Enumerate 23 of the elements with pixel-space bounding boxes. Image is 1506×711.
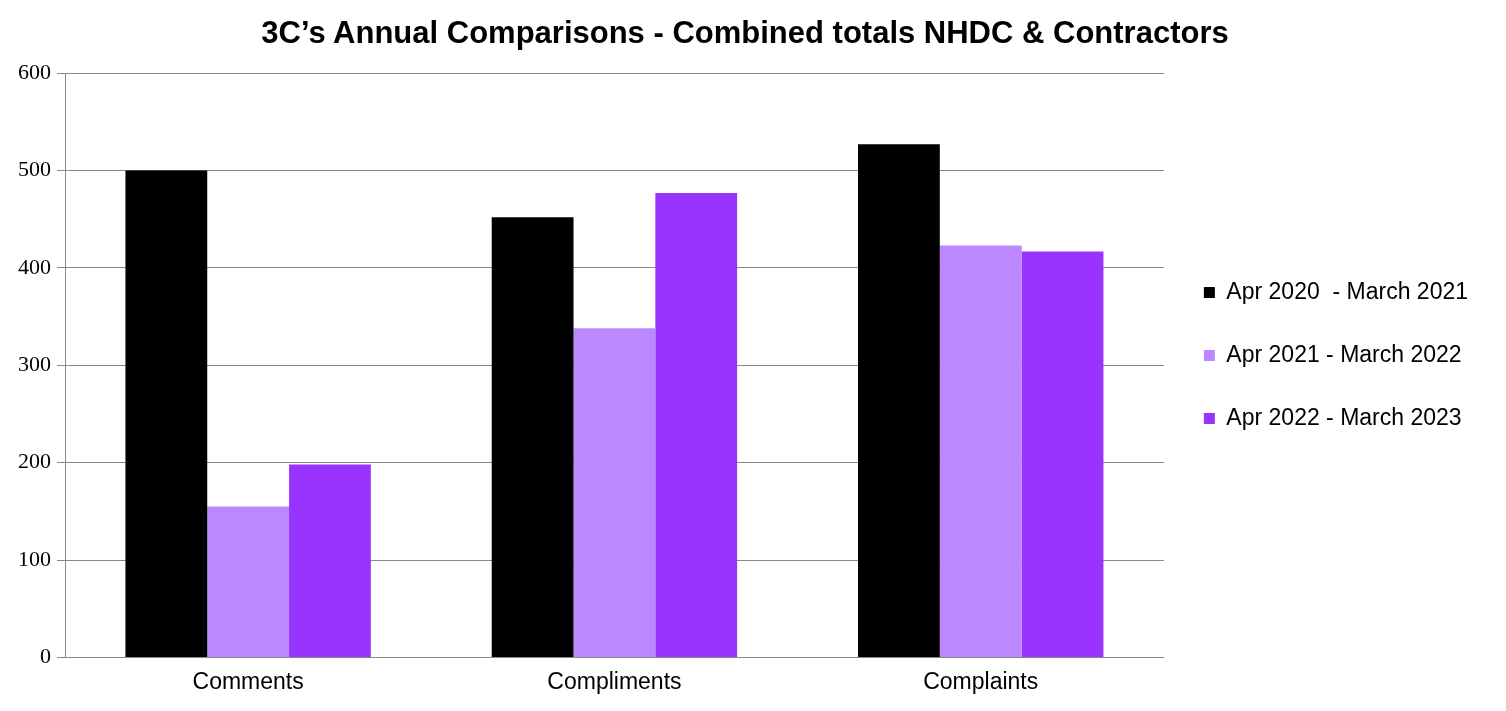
bar xyxy=(491,217,574,657)
legend-label: Apr 2020 - March 2021 xyxy=(1226,277,1469,304)
y-tick-label: 400 xyxy=(18,253,51,279)
bar xyxy=(289,464,371,657)
legend-label: Apr 2021 - March 2022 xyxy=(1226,340,1462,367)
y-tick-label: 200 xyxy=(18,448,51,474)
x-tick-label: Compliments xyxy=(547,667,682,694)
bar xyxy=(573,328,656,657)
y-tick-label: 0 xyxy=(40,643,51,669)
bar xyxy=(207,506,290,657)
y-tick-label: 500 xyxy=(18,156,51,182)
bar xyxy=(655,192,738,657)
y-tick-label: 600 xyxy=(18,58,51,84)
bar xyxy=(1021,251,1104,657)
y-tick-label: 100 xyxy=(18,545,51,571)
y-tick-label: 300 xyxy=(18,351,51,377)
chart-title: 3C’s Annual Comparisons - Combined totals NHDC & Contractors xyxy=(261,15,1229,51)
bar xyxy=(125,170,208,657)
bar xyxy=(939,245,1022,657)
x-tick-label: Complaints xyxy=(923,667,1039,694)
bar xyxy=(858,144,940,657)
x-tick-label: Comments xyxy=(192,667,304,694)
legend-label: Apr 2022 - March 2023 xyxy=(1226,403,1462,430)
